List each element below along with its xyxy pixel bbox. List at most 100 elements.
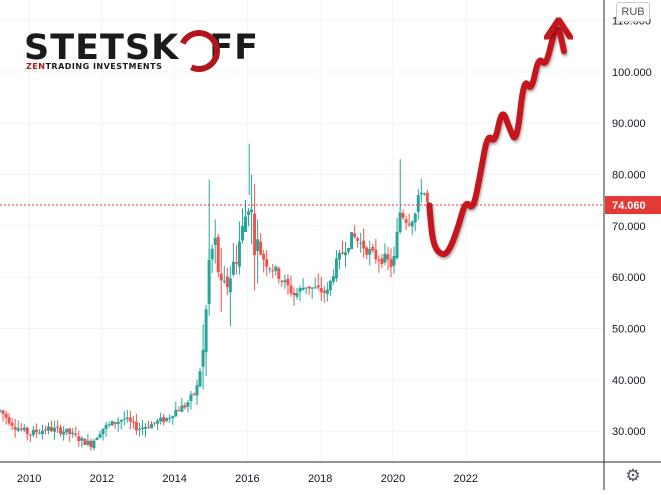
candle	[271, 263, 275, 279]
candle	[344, 241, 348, 268]
candle	[334, 250, 338, 282]
logo: STETSK FF ZENTRADING INVESTMENTS	[24, 24, 264, 82]
candle	[331, 269, 335, 285]
candle	[234, 245, 238, 275]
candle	[7, 412, 11, 426]
x-tick-label: 2016	[235, 473, 259, 485]
candle	[210, 244, 214, 274]
candle	[68, 427, 72, 443]
candle	[159, 412, 163, 425]
candle	[40, 424, 44, 440]
x-tick-label: 2018	[308, 473, 332, 485]
candle	[356, 236, 360, 248]
candle	[259, 233, 263, 256]
candle	[240, 208, 244, 244]
candle	[422, 192, 426, 196]
candle	[95, 436, 99, 440]
logo-subtitle-rest: TRADING INVESTMENTS	[45, 62, 163, 71]
candle	[189, 390, 193, 410]
candle	[110, 420, 114, 427]
candle	[168, 414, 172, 423]
last-price-tag	[605, 196, 661, 215]
x-tick-label: 2012	[90, 473, 114, 485]
candle	[16, 420, 20, 433]
candle	[83, 438, 87, 446]
candle	[92, 438, 96, 451]
candle	[80, 436, 84, 448]
candle	[231, 242, 235, 277]
candle	[46, 422, 50, 435]
candle	[143, 423, 147, 438]
candle	[174, 401, 178, 418]
candle	[262, 250, 266, 273]
candle	[128, 410, 132, 430]
candle	[247, 208, 251, 227]
candle	[386, 246, 390, 271]
candle	[119, 419, 123, 430]
last-price-label: 74.060	[612, 200, 646, 212]
candle	[350, 231, 354, 250]
candle	[216, 233, 220, 278]
candle	[116, 417, 120, 432]
candle	[353, 224, 357, 239]
candle	[316, 273, 320, 291]
candle	[219, 247, 223, 312]
candle	[4, 411, 8, 425]
candle	[359, 232, 363, 253]
candle	[150, 421, 154, 429]
candle	[298, 285, 302, 301]
candle	[156, 418, 160, 431]
candle	[319, 276, 323, 301]
y-tick-label: 100.000	[612, 67, 652, 79]
forecast-arrow-icon	[426, 26, 567, 258]
candle	[0, 409, 2, 413]
candle	[31, 426, 35, 438]
y-tick-label: 80.000	[612, 170, 646, 182]
candle	[50, 420, 54, 433]
candle	[228, 266, 232, 327]
candle	[107, 421, 111, 428]
candle	[362, 228, 366, 258]
candle	[10, 418, 14, 431]
candle	[392, 246, 396, 274]
arrow-up-icon	[543, 16, 574, 41]
candle	[183, 402, 187, 410]
candle	[34, 423, 38, 438]
candle	[65, 428, 69, 436]
currency-badge[interactable]: RUB	[616, 2, 650, 22]
candle	[250, 174, 254, 244]
logo-title-right: FF	[209, 28, 260, 68]
candle	[89, 438, 93, 451]
gear-icon[interactable]: ⚙	[625, 466, 641, 485]
candle	[43, 425, 47, 435]
candle	[419, 178, 423, 203]
candle	[98, 430, 102, 439]
candle	[328, 279, 332, 296]
candle	[374, 238, 378, 264]
candle	[113, 421, 117, 429]
logo-title-left: STETSK	[24, 28, 180, 68]
candle	[165, 417, 169, 423]
candle	[171, 415, 175, 425]
candle	[277, 266, 281, 284]
candle	[222, 265, 226, 284]
candle	[253, 183, 257, 291]
candle	[71, 427, 75, 438]
candle	[347, 247, 351, 255]
candle	[56, 420, 60, 433]
candle	[256, 219, 260, 284]
x-tick-label: 2010	[17, 473, 41, 485]
candle	[53, 420, 57, 440]
candle	[195, 379, 199, 405]
candle	[37, 429, 41, 435]
candle	[104, 422, 108, 437]
candle	[368, 241, 372, 266]
candle	[407, 213, 411, 227]
candle	[365, 245, 369, 260]
candle	[371, 243, 375, 253]
candle	[383, 243, 387, 266]
y-tick-label: 30.000	[612, 426, 646, 438]
